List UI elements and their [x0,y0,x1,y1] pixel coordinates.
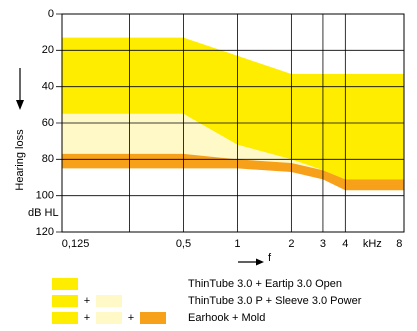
y-label: Hearing loss [14,129,26,191]
legend-swatch [96,295,122,307]
legend-label: ThinTube 3.0 P + Sleeve 3.0 Power [188,295,362,307]
legend-swatch [52,278,78,290]
y-tick-label: 100 [36,190,54,202]
x-tick-label: 8 [396,238,402,250]
x-tick-label: 1 [234,238,240,250]
legend-swatch [52,312,78,324]
y-tick-label: 0 [48,8,54,20]
x-tick-label: 2 [288,238,294,250]
legend-plus: + [128,312,134,324]
x-tick-label: 0,5 [176,238,191,250]
y-tick-label: 20 [42,44,54,56]
legend-plus: + [84,312,90,324]
band-area [62,37,404,180]
y-axis-label: Hearing loss [14,68,26,191]
legend-label: ThinTube 3.0 + Eartip 3.0 Open [188,278,342,290]
band-area [62,113,404,180]
legend-swatch [140,312,166,324]
y-tick-label: 80 [42,153,54,165]
legend-swatch [96,312,122,324]
y-arrow-head [16,100,24,110]
band-area [62,153,404,191]
legend-swatch [52,295,78,307]
y-unit: dB HL [28,207,59,219]
x-arrow-head [256,258,264,266]
x-tick-label: 0,125 [62,238,90,250]
legend-label: Earhook + Mold [188,312,265,324]
plot-frame [61,13,405,233]
y-tick-label: 60 [42,117,54,129]
x-label: f [268,252,272,264]
x-tick-label: 4 [342,238,348,250]
y-tick-label: 120 [36,226,54,238]
legend-plus: + [84,295,90,307]
x-tick-label: 3 [320,238,326,250]
y-tick-label: 40 [42,81,54,93]
x-unit: kHz [363,238,382,250]
